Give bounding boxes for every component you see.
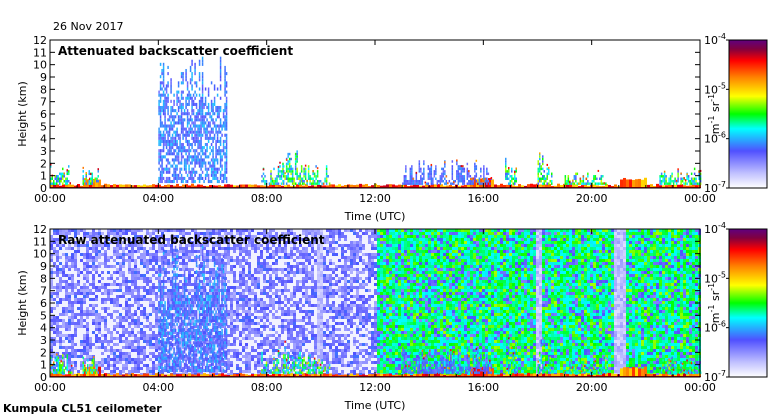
y-tick-label: 11 — [33, 235, 47, 248]
x-tick-label: 16:00 — [467, 192, 499, 205]
plot-title: Attenuated backscatter coefficient — [58, 44, 293, 58]
colorbar-gradient — [728, 228, 768, 378]
y-tick-label: 9 — [40, 260, 47, 273]
y-tick-label: 12 — [33, 34, 47, 47]
y-tick-label: 8 — [40, 272, 47, 285]
instrument-label: Kumpula CL51 ceilometer — [3, 402, 162, 415]
y-tick-label: 12 — [33, 223, 47, 236]
y-tick-label: 1 — [40, 359, 47, 372]
y-tick-label: 1 — [40, 170, 47, 183]
y-tick-label: 0 — [40, 371, 47, 384]
colorbar-tick-label: 10-5 — [704, 270, 726, 285]
x-axis-label: Time (UTC) — [344, 399, 406, 412]
colorbar-gradient — [728, 39, 768, 189]
colorbar-tick-label: 10-4 — [704, 221, 726, 236]
x-tick-label: 08:00 — [251, 192, 283, 205]
x-tick-label: 04:00 — [142, 381, 174, 394]
y-tick-label: 5 — [40, 120, 47, 133]
colorbar: 10-7 10-6 10-5 10-4 m-1 sr-1 — [704, 32, 768, 195]
y-tick-label: 10 — [33, 59, 47, 72]
x-tick-label: 04:00 — [142, 192, 174, 205]
colorbar-tick-label: 10-4 — [704, 32, 726, 47]
y-tick-label: 7 — [40, 285, 47, 298]
date-label: 26 Nov 2017 — [53, 20, 124, 33]
x-tick-label: 00:00 — [34, 192, 66, 205]
x-tick-label: 00:00 — [684, 192, 716, 205]
colorbar: 10-7 10-6 10-5 10-4 m-1 sr-1 — [704, 221, 768, 384]
x-axis-label: Time (UTC) — [344, 210, 406, 223]
y-axis-label: Height (km) — [16, 270, 29, 336]
x-tick-label: 20:00 — [576, 192, 608, 205]
y-tick-label: 3 — [40, 334, 47, 347]
plot-area — [50, 40, 700, 188]
y-tick-label: 4 — [40, 322, 47, 335]
colorbar-tick-label: 10-7 — [704, 180, 726, 195]
x-tick-label: 12:00 — [359, 381, 391, 394]
y-tick-label: 0 — [40, 182, 47, 195]
heatmap-cells — [50, 229, 702, 377]
colorbar-tick-label: 10-6 — [704, 320, 726, 335]
y-tick-label: 8 — [40, 83, 47, 96]
colorbar-tick-label: 10-5 — [704, 81, 726, 96]
plot-title: Raw attenuated backscatter coefficient — [58, 233, 325, 247]
colorbar-label: m-1 sr-1 — [707, 94, 722, 134]
y-tick-label: 2 — [40, 157, 47, 170]
colorbar-label: m-1 sr-1 — [707, 283, 722, 323]
y-tick-label: 4 — [40, 133, 47, 146]
y-tick-label: 11 — [33, 46, 47, 59]
x-tick-label: 16:00 — [467, 381, 499, 394]
y-tick-label: 3 — [40, 145, 47, 158]
x-tick-label: 20:00 — [576, 381, 608, 394]
colorbar-tick-label: 10-6 — [704, 131, 726, 146]
y-axis-label: Height (km) — [16, 81, 29, 147]
y-tick-label: 9 — [40, 71, 47, 84]
y-tick-label: 2 — [40, 346, 47, 359]
y-tick-label: 6 — [40, 297, 47, 310]
x-tick-label: 00:00 — [684, 381, 716, 394]
x-tick-label: 08:00 — [251, 381, 283, 394]
y-tick-label: 5 — [40, 309, 47, 322]
x-tick-label: 12:00 — [359, 192, 391, 205]
y-tick-label: 10 — [33, 248, 47, 261]
x-tick-label: 00:00 — [34, 381, 66, 394]
y-tick-label: 6 — [40, 108, 47, 121]
colorbar-tick-label: 10-7 — [704, 369, 726, 384]
y-tick-label: 7 — [40, 96, 47, 109]
